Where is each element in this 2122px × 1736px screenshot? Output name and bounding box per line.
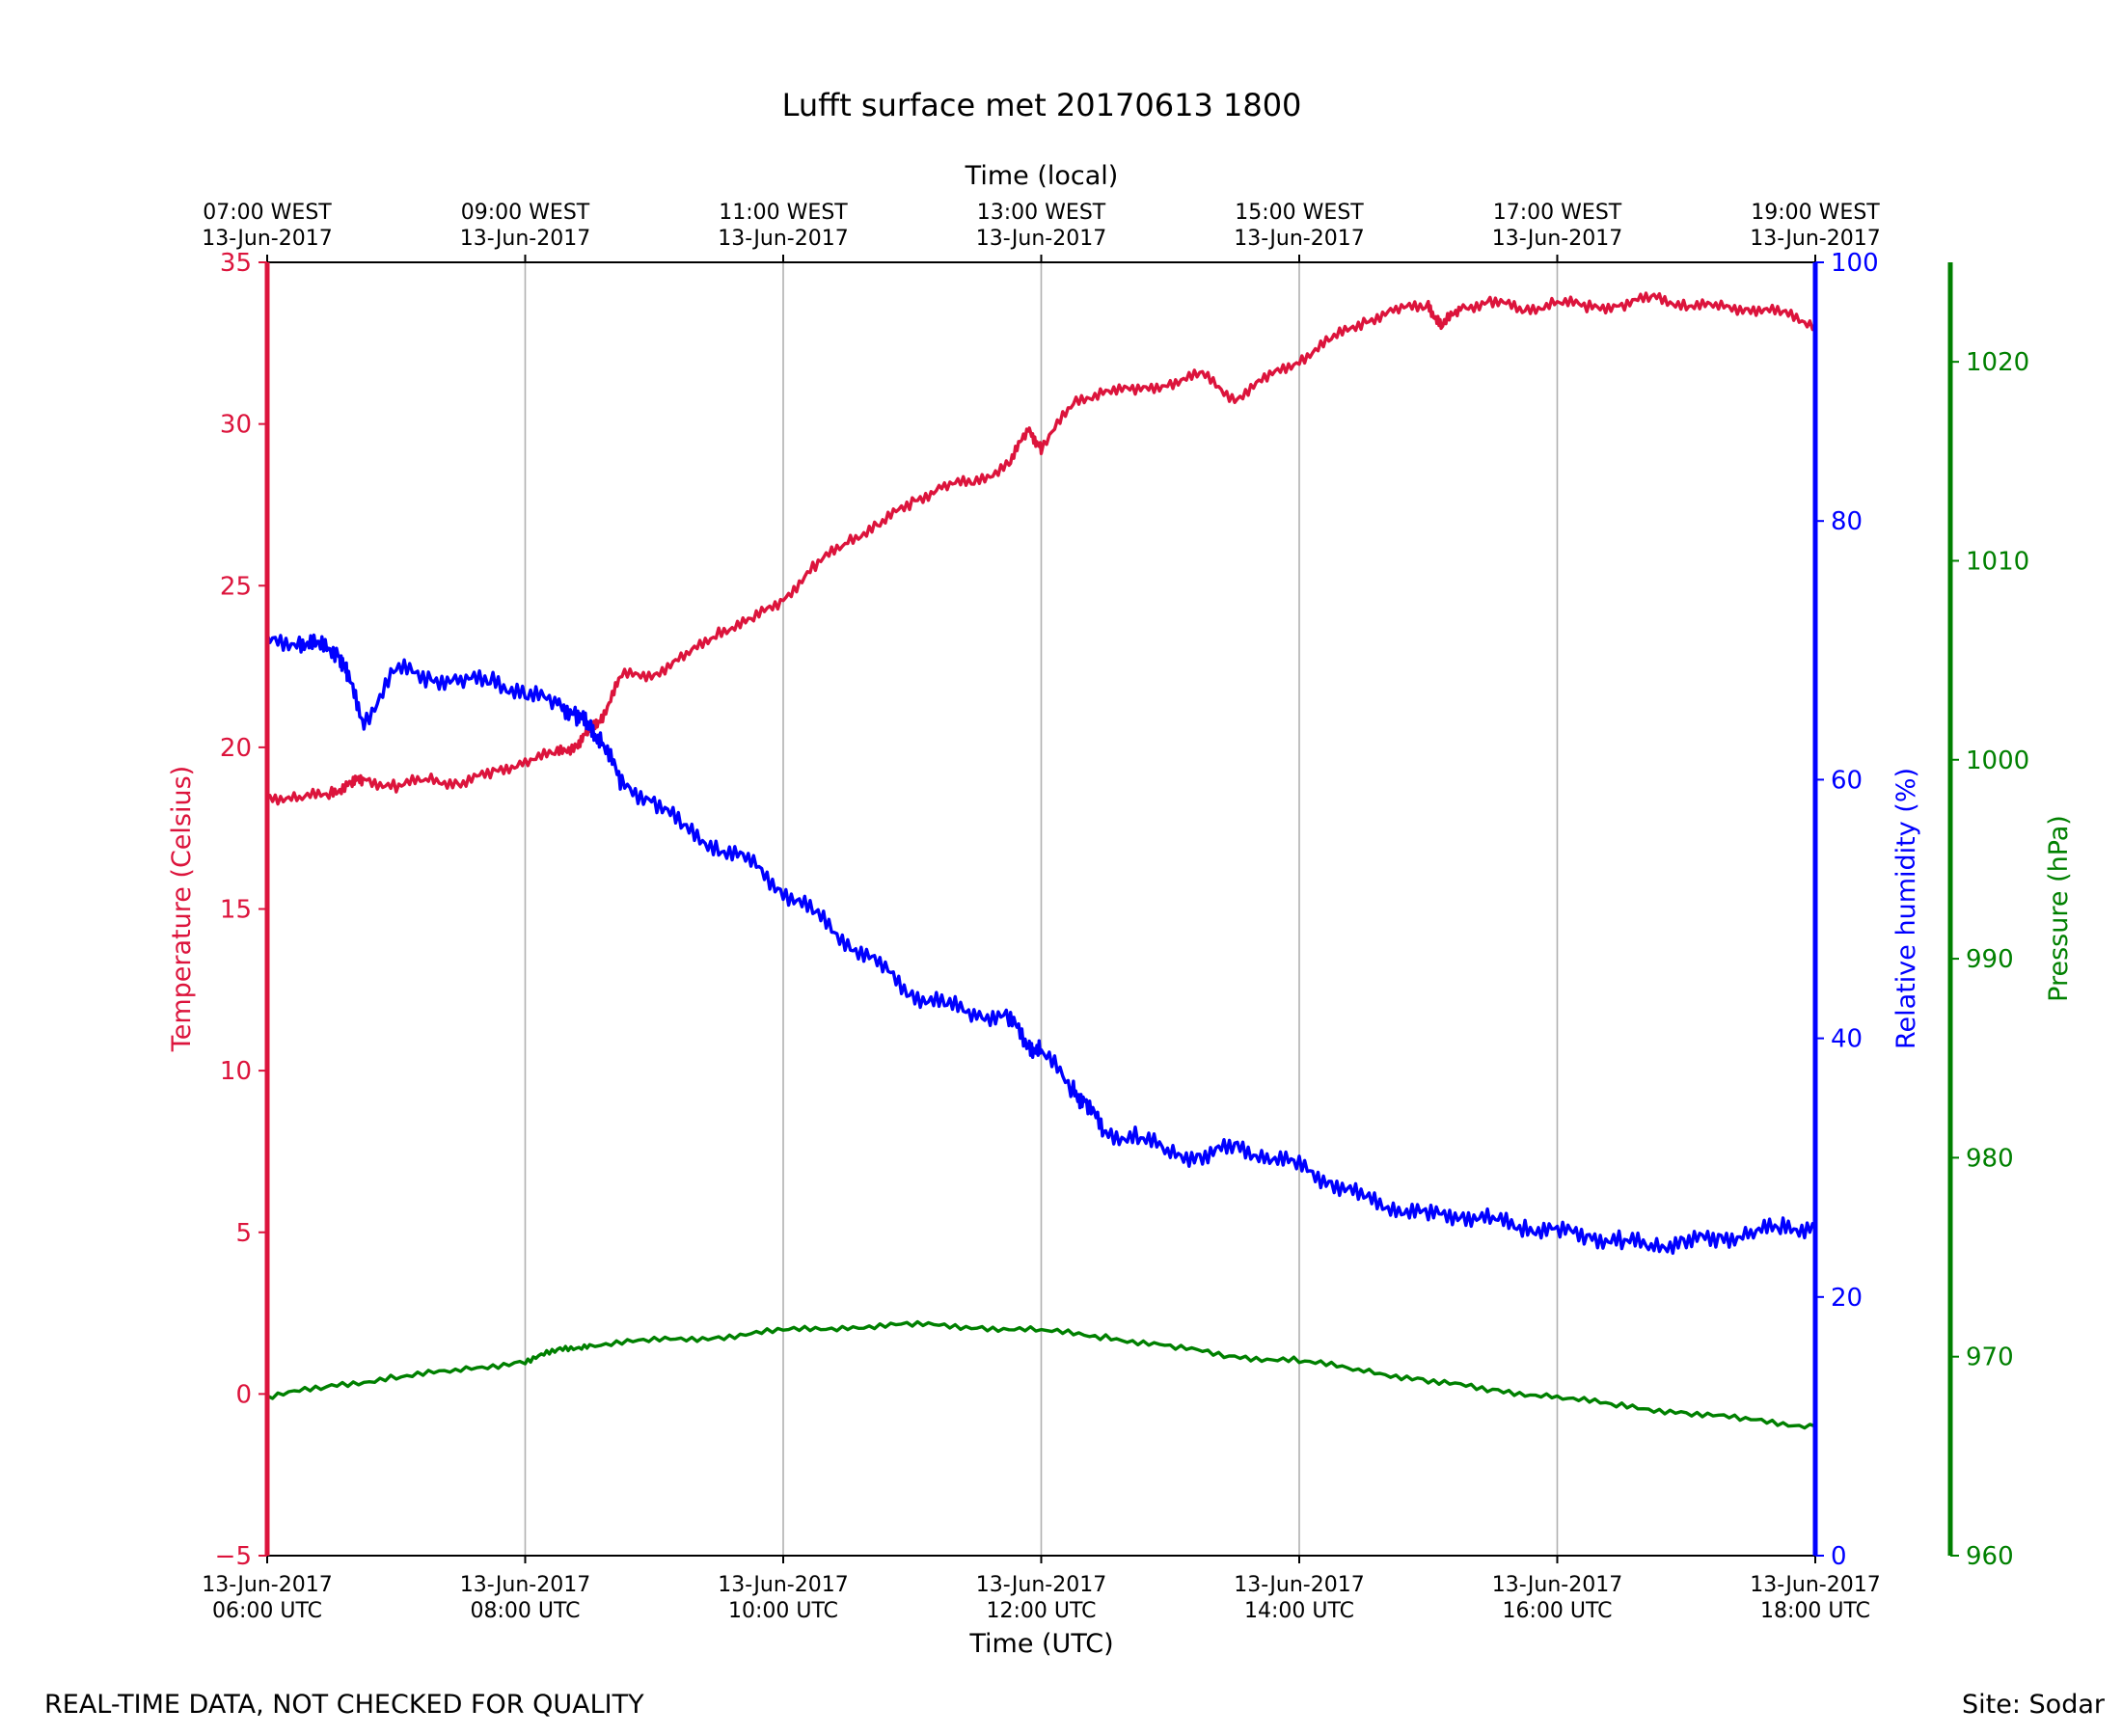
data-quality-disclaimer: REAL-TIME DATA, NOT CHECKED FOR QUALITY: [44, 1690, 644, 1720]
x-tick-label-top: 15:00 WEST 13-Jun-2017: [1234, 201, 1364, 251]
x-tick-label-bottom: 13-Jun-2017 10:00 UTC: [718, 1573, 848, 1623]
temperature-tick-label: 25: [220, 572, 252, 601]
x-tick-label-bottom: 13-Jun-2017 18:00 UTC: [1750, 1573, 1880, 1623]
temperature-axis-label: Temperature (Celsius): [167, 766, 197, 1052]
chart-title: Lufft surface met 20170613 1800: [782, 87, 1302, 123]
grid-lines: [524, 262, 1559, 1556]
pressure-tick-label: 1020: [1966, 348, 2029, 377]
humidity-tick-label: 40: [1831, 1025, 1863, 1054]
axes-layer: 13-Jun-2017 06:00 UTC 13-Jun-2017 08:00 UTC…: [202, 201, 2029, 1623]
pressure-tick-label: 990: [1966, 945, 2014, 974]
x-tick-label-bottom: 13-Jun-2017 06:00 UTC: [202, 1573, 332, 1623]
humidity-tick-label: 0: [1831, 1542, 1847, 1571]
x-tick-label-top: 19:00 WEST 13-Jun-2017: [1750, 201, 1880, 251]
humidity-axis-label: Relative humidity (%): [1891, 768, 1921, 1049]
humidity-tick-label: 80: [1831, 507, 1863, 536]
x-tick-label-bottom: 13-Jun-2017 14:00 UTC: [1234, 1573, 1364, 1623]
temperature-tick-label: 5: [235, 1219, 252, 1248]
pressure-tick-label: 980: [1966, 1144, 2014, 1173]
x-axis-label-top: Time (local): [965, 161, 1119, 191]
humidity-series-line: [265, 633, 1817, 1256]
temperature-tick-label: 30: [220, 411, 252, 440]
x-axis-label-bottom: Time (UTC): [968, 1629, 1113, 1659]
x-tick-label-top: 17:00 WEST 13-Jun-2017: [1492, 201, 1622, 251]
x-tick-label-bottom: 13-Jun-2017 16:00 UTC: [1492, 1573, 1622, 1623]
x-tick-label-top: 13:00 WEST 13-Jun-2017: [976, 201, 1106, 251]
x-tick-label-bottom: 13-Jun-2017 12:00 UTC: [976, 1573, 1106, 1623]
site-label: Site: Sodar: [1962, 1690, 2105, 1720]
pressure-tick-label: 1010: [1966, 547, 2029, 576]
pressure-axis-label: Pressure (hPa): [2044, 815, 2074, 1002]
series-layer: [265, 291, 1817, 1430]
temperature-tick-label: 20: [220, 734, 252, 763]
temperature-tick-label: 15: [220, 896, 252, 925]
pressure-tick-label: 1000: [1966, 746, 2029, 775]
x-tick-label-top: 11:00 WEST 13-Jun-2017: [718, 201, 848, 251]
x-tick-label-top: 07:00 WEST 13-Jun-2017: [202, 201, 332, 251]
humidity-tick-label: 20: [1831, 1284, 1863, 1313]
pressure-tick-label: 970: [1966, 1343, 2014, 1372]
x-tick-label-bottom: 13-Jun-2017 08:00 UTC: [460, 1573, 590, 1623]
temperature-tick-label: 0: [235, 1380, 252, 1409]
humidity-tick-label: 60: [1831, 766, 1863, 795]
temperature-tick-label: −5: [215, 1542, 252, 1571]
x-tick-label-top: 09:00 WEST 13-Jun-2017: [460, 201, 590, 251]
temperature-tick-label: 35: [220, 249, 252, 278]
temperature-tick-label: 10: [220, 1057, 252, 1086]
pressure-series-line: [266, 1319, 1816, 1430]
temperature-series-line: [266, 291, 1817, 806]
pressure-tick-label: 960: [1966, 1542, 2014, 1571]
humidity-tick-label: 100: [1831, 249, 1879, 278]
